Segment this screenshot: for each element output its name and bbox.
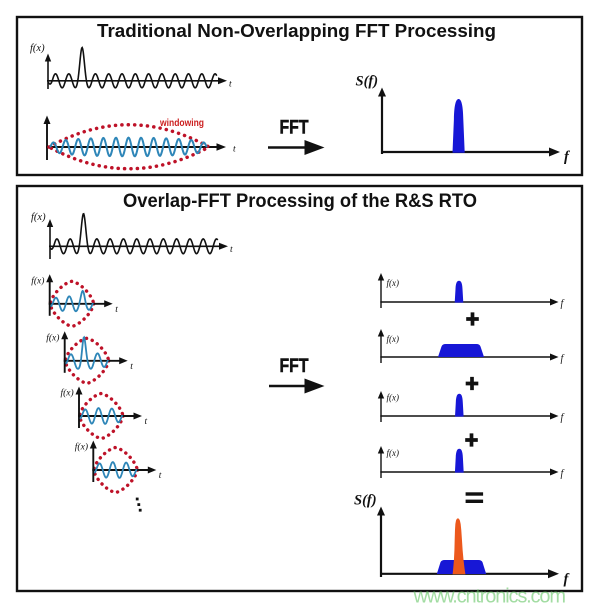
svg-text:www.cntronics.com: www.cntronics.com (413, 586, 567, 608)
svg-text:f(x): f(x) (31, 275, 44, 286)
svg-text:f: f (561, 469, 565, 480)
svg-text:f: f (564, 149, 571, 165)
svg-text:t: t (145, 417, 148, 427)
svg-text:f(x): f(x) (31, 212, 46, 223)
svg-text:t: t (159, 471, 162, 481)
svg-text:FFT: FFT (280, 356, 309, 377)
svg-text:f: f (561, 413, 565, 424)
svg-text:f(x): f(x) (387, 334, 400, 344)
svg-text:S(f): S(f) (354, 493, 377, 509)
svg-text:t: t (230, 245, 233, 255)
svg-text:f: f (564, 572, 571, 588)
svg-text:f(x): f(x) (387, 278, 400, 288)
svg-text:f(x): f(x) (387, 393, 400, 403)
svg-text:t: t (115, 305, 118, 315)
svg-text:Overlap-FFT Processing of the: Overlap-FFT Processing of the R&S RTO (123, 191, 477, 212)
svg-text:t: t (233, 145, 236, 155)
svg-text:t: t (130, 362, 133, 372)
svg-text:f: f (561, 299, 565, 310)
svg-text:f(x): f(x) (75, 442, 88, 453)
svg-text:f(x): f(x) (387, 448, 400, 458)
svg-text:FFT: FFT (280, 117, 309, 138)
svg-text:f: f (561, 354, 565, 365)
svg-text:windowing: windowing (159, 118, 204, 129)
svg-text:S(f): S(f) (356, 74, 379, 90)
svg-text:Traditional Non-Overlapping FF: Traditional Non-Overlapping FFT Processi… (97, 20, 496, 41)
svg-text:t: t (229, 80, 232, 90)
svg-text:f(x): f(x) (46, 332, 59, 343)
svg-text:f(x): f(x) (61, 388, 74, 399)
svg-text:f(x): f(x) (30, 43, 45, 54)
